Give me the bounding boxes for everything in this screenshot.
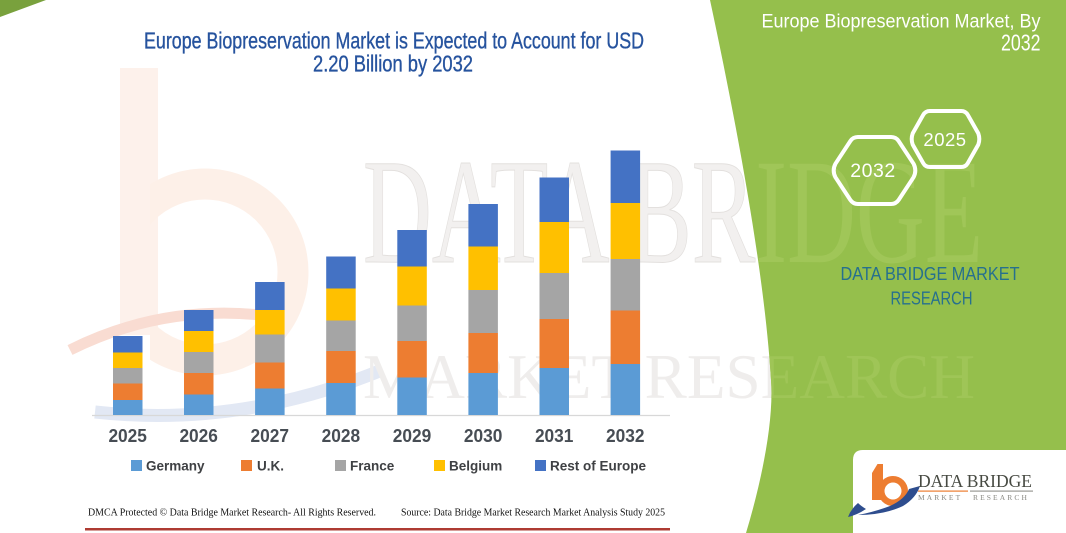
svg-text:2.20 Billion by 2032: 2.20 Billion by 2032 — [313, 51, 473, 77]
svg-text:Germany: Germany — [146, 459, 205, 474]
svg-text:Belgium: Belgium — [449, 459, 502, 474]
svg-text:2025: 2025 — [108, 426, 147, 446]
svg-text:Europe Biopreservation Market,: Europe Biopreservation Market, By — [762, 11, 1041, 33]
svg-text:Rest of Europe: Rest of Europe — [550, 459, 647, 474]
svg-text:DATA BRIDGE MARKET: DATA BRIDGE MARKET — [841, 264, 1020, 284]
svg-text:DATA BRIDGE: DATA BRIDGE — [918, 471, 1032, 491]
svg-text:U.K.: U.K. — [257, 459, 284, 474]
svg-text:2032: 2032 — [850, 160, 895, 182]
svg-text:2026: 2026 — [179, 426, 218, 446]
svg-text:MARKET: MARKET — [918, 493, 962, 502]
svg-text:2025: 2025 — [923, 129, 966, 150]
svg-text:RESEARCH: RESEARCH — [973, 493, 1029, 502]
svg-text:2030: 2030 — [464, 426, 503, 446]
svg-text:2027: 2027 — [251, 426, 290, 446]
svg-text:2029: 2029 — [393, 426, 432, 446]
svg-text:2032: 2032 — [1001, 30, 1041, 56]
svg-text:2028: 2028 — [322, 426, 361, 446]
svg-text:France: France — [350, 459, 395, 474]
svg-text:2032: 2032 — [606, 426, 645, 446]
svg-text:Europe Biopreservation Market: Europe Biopreservation Market is Expecte… — [144, 28, 644, 54]
svg-text:2031: 2031 — [535, 426, 574, 446]
svg-text:Source: Data Bridge Market Res: Source: Data Bridge Market Research Mark… — [401, 508, 665, 519]
svg-text:DMCA Protected © Data Bridge M: DMCA Protected © Data Bridge Market Rese… — [88, 508, 376, 519]
svg-text:RESEARCH: RESEARCH — [891, 289, 973, 309]
